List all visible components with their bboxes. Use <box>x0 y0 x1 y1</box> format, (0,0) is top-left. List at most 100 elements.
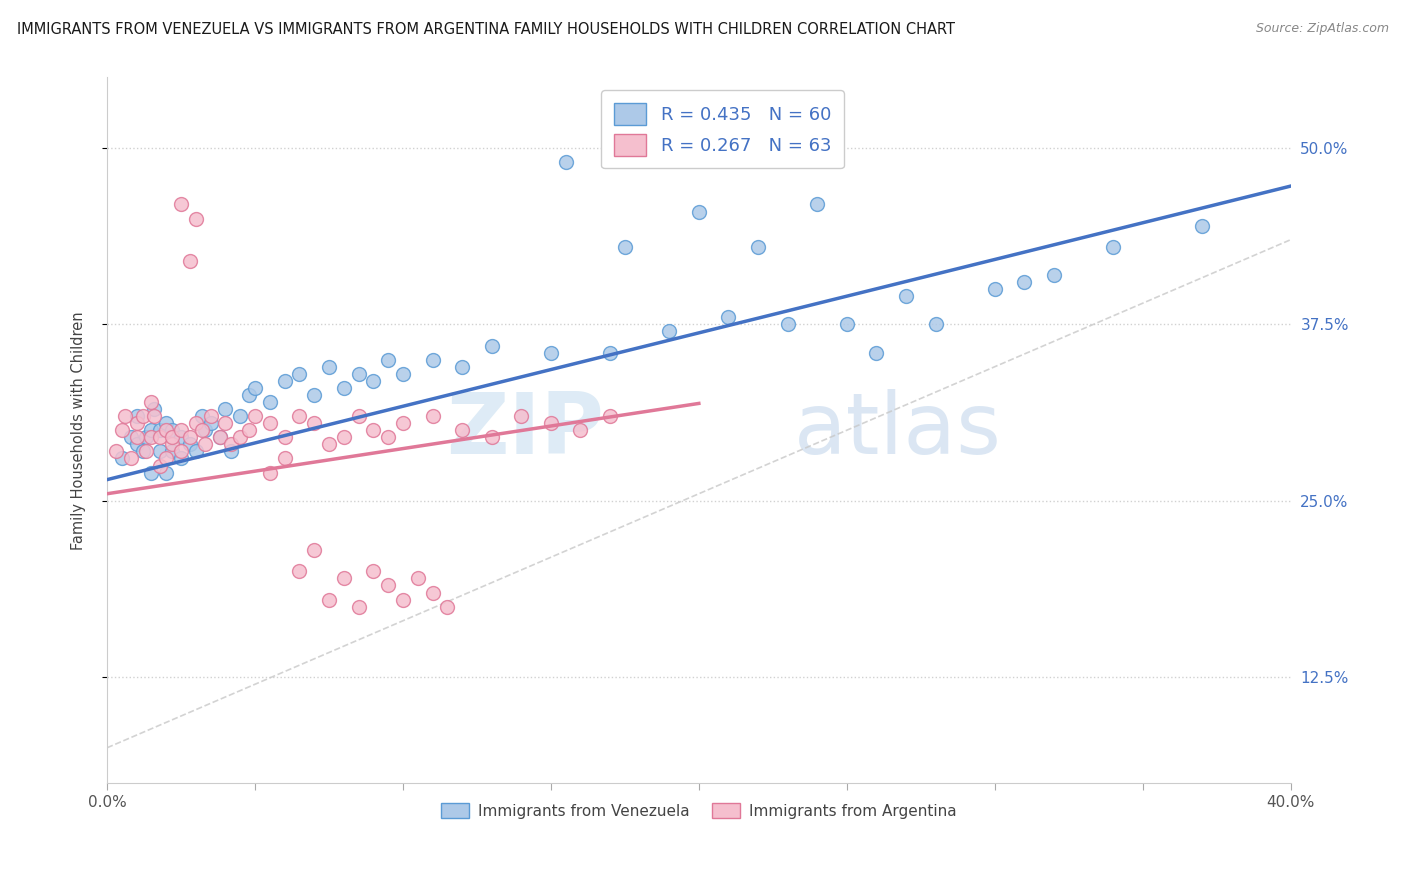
Point <box>540 345 562 359</box>
Point <box>120 430 142 444</box>
Point <box>747 240 769 254</box>
Point <box>141 395 163 409</box>
Point <box>200 409 222 424</box>
Point <box>363 374 385 388</box>
Legend: Immigrants from Venezuela, Immigrants from Argentina: Immigrants from Venezuela, Immigrants fr… <box>434 797 963 825</box>
Point <box>273 430 295 444</box>
Point <box>160 430 183 444</box>
Point <box>983 282 1005 296</box>
Point <box>1043 268 1066 282</box>
Point <box>155 423 177 437</box>
Point <box>155 451 177 466</box>
Point <box>540 416 562 430</box>
Point <box>114 409 136 424</box>
Point <box>149 430 172 444</box>
Point <box>135 444 157 458</box>
Point <box>179 253 201 268</box>
Point <box>554 155 576 169</box>
Point <box>149 444 172 458</box>
Point <box>141 430 163 444</box>
Point <box>135 430 157 444</box>
Point <box>392 416 415 430</box>
Point <box>363 565 385 579</box>
Point <box>229 409 252 424</box>
Point <box>658 325 681 339</box>
Point <box>214 402 236 417</box>
Point <box>422 352 444 367</box>
Point <box>406 571 429 585</box>
Point <box>141 466 163 480</box>
Point <box>221 437 243 451</box>
Point <box>208 430 231 444</box>
Point <box>125 409 148 424</box>
Point <box>184 416 207 430</box>
Point <box>111 423 134 437</box>
Point <box>194 437 217 451</box>
Point <box>170 197 193 211</box>
Point <box>599 345 621 359</box>
Point <box>392 367 415 381</box>
Point <box>481 430 503 444</box>
Point <box>170 430 193 444</box>
Point <box>288 367 311 381</box>
Point <box>160 437 183 451</box>
Point <box>451 423 474 437</box>
Point <box>451 359 474 374</box>
Point <box>894 289 917 303</box>
Point <box>259 395 281 409</box>
Point <box>288 565 311 579</box>
Point <box>208 430 231 444</box>
Text: Source: ZipAtlas.com: Source: ZipAtlas.com <box>1256 22 1389 36</box>
Point <box>377 352 399 367</box>
Text: ZIP: ZIP <box>446 389 605 472</box>
Point <box>125 437 148 451</box>
Point <box>190 423 212 437</box>
Point <box>422 585 444 599</box>
Point <box>1014 275 1036 289</box>
Text: atlas: atlas <box>793 389 1001 472</box>
Point <box>160 423 183 437</box>
Point <box>184 211 207 226</box>
Point <box>155 466 177 480</box>
Point <box>1102 240 1125 254</box>
Point <box>510 409 533 424</box>
Point <box>243 409 266 424</box>
Point <box>125 416 148 430</box>
Point <box>141 423 163 437</box>
Text: IMMIGRANTS FROM VENEZUELA VS IMMIGRANTS FROM ARGENTINA FAMILY HOUSEHOLDS WITH CH: IMMIGRANTS FROM VENEZUELA VS IMMIGRANTS … <box>17 22 955 37</box>
Point <box>806 197 828 211</box>
Point <box>363 423 385 437</box>
Point <box>170 444 193 458</box>
Point <box>155 416 177 430</box>
Point <box>273 451 295 466</box>
Point <box>214 416 236 430</box>
Point <box>190 409 212 424</box>
Point <box>392 592 415 607</box>
Point <box>259 466 281 480</box>
Point <box>302 388 325 402</box>
Point <box>599 409 621 424</box>
Point <box>259 416 281 430</box>
Point <box>318 592 340 607</box>
Point <box>170 451 193 466</box>
Point <box>333 571 356 585</box>
Point <box>302 543 325 558</box>
Point <box>149 423 172 437</box>
Point <box>111 451 134 466</box>
Point <box>288 409 311 424</box>
Point <box>613 240 636 254</box>
Y-axis label: Family Households with Children: Family Households with Children <box>72 311 86 549</box>
Point <box>170 423 193 437</box>
Point <box>924 318 946 332</box>
Point <box>347 599 370 614</box>
Point <box>160 444 183 458</box>
Point <box>184 444 207 458</box>
Point <box>221 444 243 458</box>
Point <box>143 402 166 417</box>
Point <box>318 359 340 374</box>
Point <box>179 430 201 444</box>
Point <box>238 388 260 402</box>
Point <box>377 578 399 592</box>
Point <box>125 430 148 444</box>
Point <box>347 367 370 381</box>
